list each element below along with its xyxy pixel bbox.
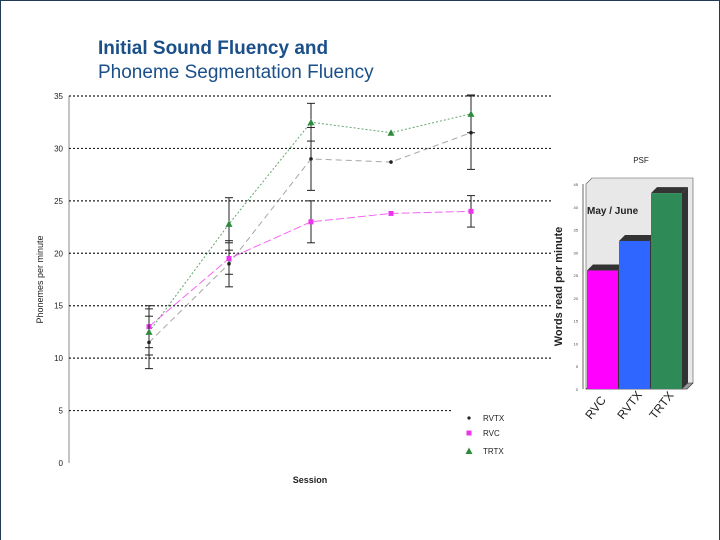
bar-y-tick-label: 15 xyxy=(574,319,579,324)
bar-category-label: RVC xyxy=(582,393,609,422)
bar-top xyxy=(619,234,656,241)
point-rvc xyxy=(226,256,232,262)
legend-label: RVTX xyxy=(483,414,505,423)
series-line-rvtx xyxy=(148,132,472,343)
bar-category-label: RVTX xyxy=(614,388,645,422)
point-trtx xyxy=(307,118,315,126)
bar-y-tick-label: 25 xyxy=(574,273,579,278)
bar-top xyxy=(587,264,624,271)
point-rvc xyxy=(468,208,474,214)
bar-rvc xyxy=(587,270,618,389)
legend-marker-rvc xyxy=(466,430,472,436)
bar-y-axis-title: Words read per minute xyxy=(553,227,565,347)
bar-rvtx xyxy=(619,240,650,389)
bar-top xyxy=(651,187,688,194)
series-line-rvc xyxy=(148,210,472,328)
title-line-2: Phoneme Segmentation Fluency xyxy=(98,62,374,83)
y-tick-label: 10 xyxy=(54,354,63,363)
bar-annotation: May / June xyxy=(587,206,639,217)
legend-label: TRTX xyxy=(483,447,504,456)
point-rvtx xyxy=(309,157,313,161)
y-tick-label: 15 xyxy=(54,302,63,311)
bar-trtx xyxy=(651,193,682,389)
bar-y-tick-label: 30 xyxy=(574,250,579,255)
point-trtx xyxy=(225,220,233,227)
bar-y-tick-label: 10 xyxy=(574,341,579,346)
point-trtx xyxy=(145,328,153,335)
point-rvtx xyxy=(389,160,393,164)
y-tick-label: 5 xyxy=(59,407,64,416)
y-tick-label: 35 xyxy=(54,92,63,101)
bar-y-tick-label: 20 xyxy=(574,296,579,301)
bar-y-tick-label: 0 xyxy=(576,387,579,392)
y-tick-label: 20 xyxy=(54,249,63,258)
y-axis-title: Phonemes per minute xyxy=(35,235,45,323)
y-tick-label: 0 xyxy=(59,459,64,468)
legend-marker-trtx xyxy=(465,447,473,454)
bar-y-tick-label: 40 xyxy=(574,205,579,210)
x-axis-title: Session xyxy=(293,475,328,485)
legend-marker-rvtx xyxy=(467,416,471,420)
bar-category-label: TRTX xyxy=(646,389,676,422)
point-rvc xyxy=(308,219,314,225)
legend-label: RVC xyxy=(483,429,500,438)
y-tick-label: 25 xyxy=(54,197,63,206)
point-rvc xyxy=(388,210,394,216)
bar-side xyxy=(682,187,688,389)
bar-chart-title: PSF xyxy=(633,156,649,165)
bar-y-tick-label: 35 xyxy=(574,228,579,233)
y-tick-label: 30 xyxy=(54,144,63,153)
slide-title: Initial Sound Fluency and Phoneme Segmen… xyxy=(98,37,374,85)
bar-y-tick-label: 45 xyxy=(574,182,579,187)
bar-y-tick-label: 5 xyxy=(576,364,579,369)
point-trtx xyxy=(467,110,475,117)
title-line-1: Initial Sound Fluency and xyxy=(98,38,329,59)
point-trtx xyxy=(387,129,395,136)
